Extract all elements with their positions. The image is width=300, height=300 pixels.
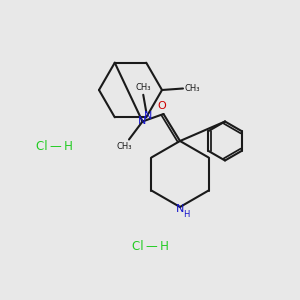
Text: Cl — H: Cl — H bbox=[36, 140, 72, 154]
Text: CH₃: CH₃ bbox=[136, 83, 151, 92]
Text: CH₃: CH₃ bbox=[184, 84, 200, 93]
Text: N: N bbox=[176, 203, 184, 214]
Text: N: N bbox=[138, 116, 147, 127]
Text: N: N bbox=[144, 111, 152, 121]
Text: Cl — H: Cl — H bbox=[132, 239, 168, 253]
Text: H: H bbox=[183, 210, 189, 219]
Text: CH₃: CH₃ bbox=[117, 142, 132, 152]
Text: O: O bbox=[158, 100, 166, 111]
